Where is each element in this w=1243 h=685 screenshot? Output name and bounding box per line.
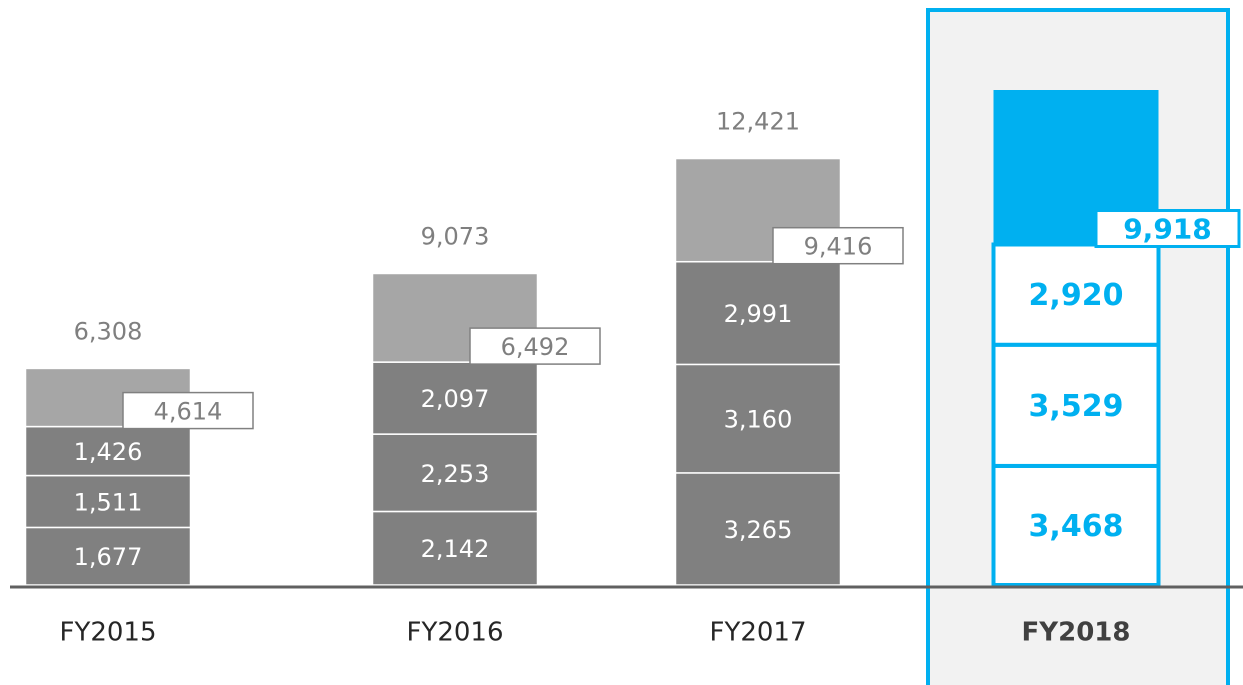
segment-label: 3,468 — [1029, 509, 1124, 544]
segment-label: 1,426 — [74, 438, 143, 466]
subtotal-label: 6,492 — [501, 333, 570, 361]
bar-segment — [24, 526, 192, 586]
category-label: FY2018 — [1022, 618, 1131, 648]
bar-segment — [674, 363, 842, 474]
subtotal-box — [772, 226, 904, 265]
category-label: FY2015 — [59, 618, 156, 648]
total-label: 9,073 — [421, 222, 490, 250]
segment-label: 2,991 — [724, 300, 793, 328]
segment-label: 3,265 — [724, 516, 793, 544]
segment-label: 3,529 — [1029, 389, 1124, 424]
subtotal-box — [122, 391, 254, 430]
bar-segment — [371, 510, 539, 586]
segment-label: 2,097 — [421, 385, 490, 413]
segment-label: 1,511 — [74, 488, 143, 516]
total-label: 12,421 — [716, 108, 800, 136]
segment-label: 2,142 — [421, 535, 490, 563]
bar-segment — [991, 242, 1161, 347]
bar-segment — [991, 463, 1161, 587]
segment-label: 2,920 — [1029, 278, 1124, 313]
subtotal-box — [469, 327, 601, 365]
total-label: 6,308 — [74, 317, 143, 345]
subtotal-label: 9,918 — [1123, 213, 1212, 246]
segment-label: 3,160 — [724, 406, 793, 434]
subtotal-box — [1094, 209, 1241, 249]
subtotal-label: 4,614 — [154, 398, 223, 426]
segment-label: 1,677 — [74, 543, 143, 571]
subtotal-label: 9,416 — [804, 233, 873, 261]
category-label: FY2017 — [709, 618, 806, 648]
bar-segment — [371, 361, 539, 435]
bar-segment — [991, 342, 1161, 468]
category-label: FY2016 — [406, 618, 503, 648]
bar-segment — [674, 472, 842, 586]
bar-segment — [24, 474, 192, 529]
bar-segment — [371, 433, 539, 513]
bar-segment — [674, 260, 842, 366]
segment-label: 2,253 — [421, 460, 490, 488]
